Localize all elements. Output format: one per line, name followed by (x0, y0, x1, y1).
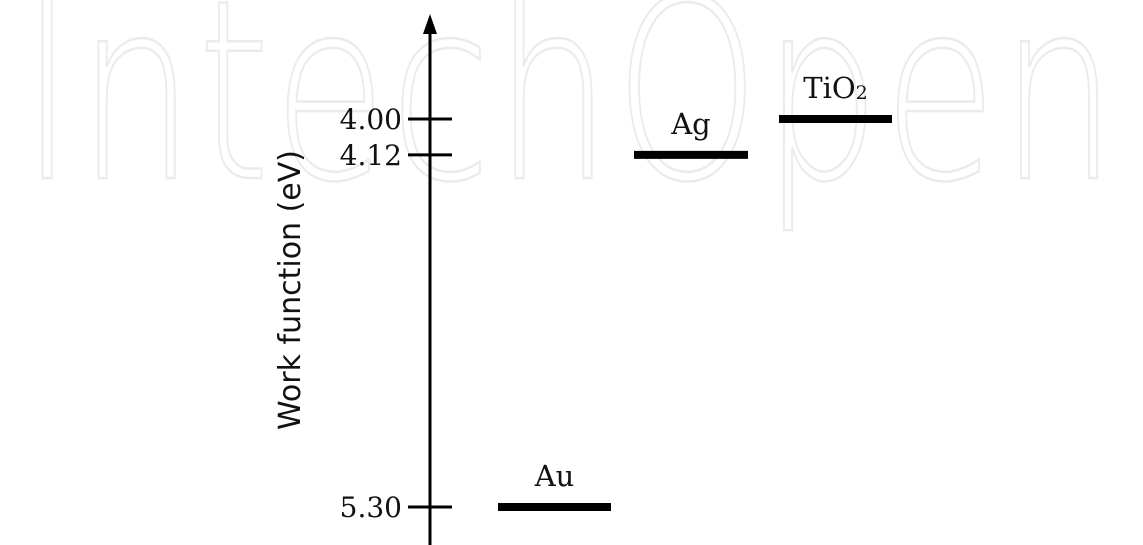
y-tick-label: 4.00 (340, 103, 402, 136)
y-axis-arrow (423, 14, 437, 34)
level-label-tio: TiO2 (803, 71, 868, 105)
y-tick-label: 4.12 (340, 139, 402, 172)
level-label-subscript: 2 (856, 82, 868, 104)
y-tick-label: 5.30 (340, 491, 402, 524)
energy-levels: Au Ag TiO2 (498, 71, 892, 511)
level-label-ag: Ag (670, 107, 711, 141)
y-ticks: 4.004.12 5.30 (340, 103, 452, 524)
watermark-logo: IntechOpen (20, 0, 1120, 237)
y-axis-label: Work function (eV) (273, 150, 308, 430)
level-label-au: Au (534, 459, 575, 493)
